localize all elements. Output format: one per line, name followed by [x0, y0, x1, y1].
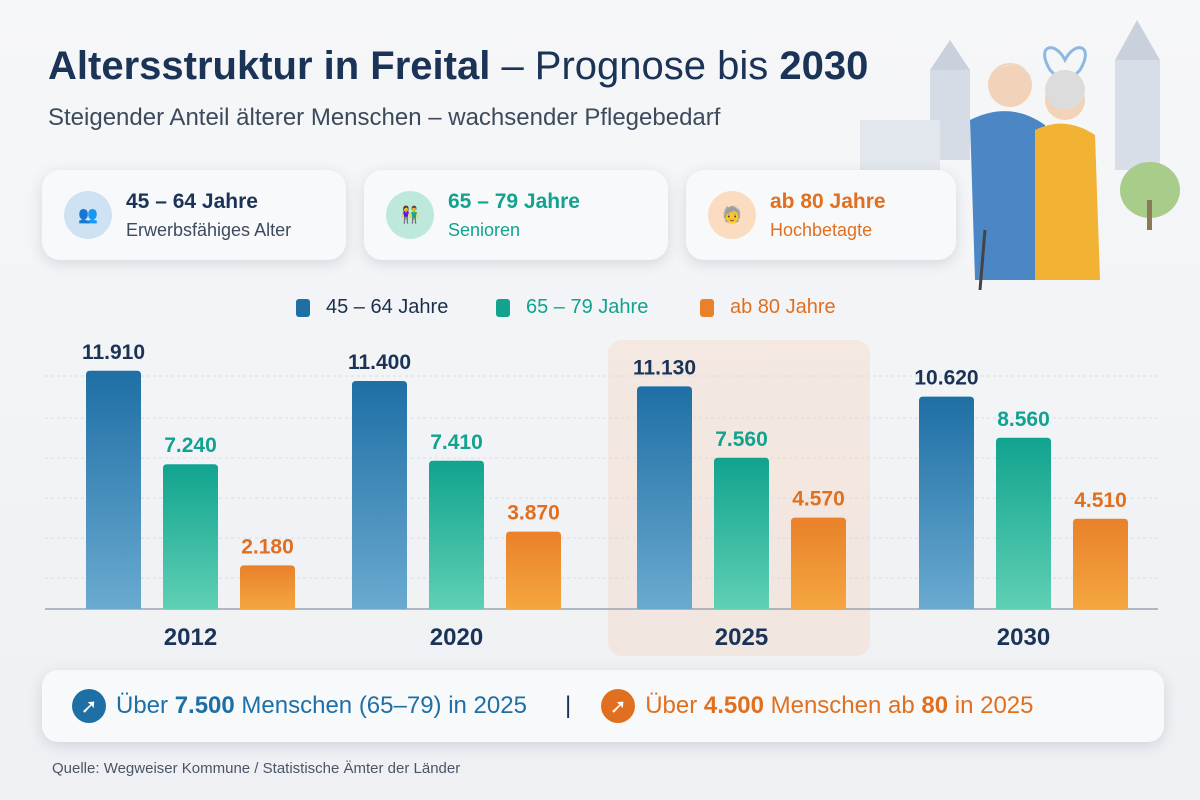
source-note: Quelle: Wegweiser Kommune / Statistische… [52, 760, 461, 777]
page-title: Altersstruktur in Freital – Prognose bis… [48, 44, 868, 89]
data-label: 10.620 [914, 367, 978, 390]
legend-item-45-64: 45 – 64 Jahre [296, 296, 448, 319]
x-tick-label: 2012 [164, 624, 217, 651]
card-45-64: 👥 45 – 64 Jahre Erwerbsfähiges Alter [42, 170, 346, 260]
data-label: 11.130 [633, 356, 696, 379]
separator: | [564, 692, 572, 719]
legend-item-65-79: 65 – 79 Jahre [496, 296, 648, 319]
senior-couple-icon: 👫 [386, 191, 434, 239]
card-ab-80: 🧓 ab 80 Jahre Hochbetagte [686, 170, 956, 260]
bar-2030-1 [996, 437, 1051, 609]
bar-2020-1 [429, 460, 484, 609]
data-label: 4.510 [1074, 489, 1127, 512]
card-65-79: 👫 65 – 79 Jahre Senioren [364, 170, 668, 260]
title-main: Altersstruktur in Freital [48, 44, 491, 88]
data-label: 7.560 [715, 428, 768, 451]
card-subtitle: Hochbetagte [770, 219, 873, 240]
bar-2030-2 [1073, 518, 1128, 609]
data-label: 7.410 [430, 431, 483, 454]
bar-2020-0 [352, 381, 407, 609]
legend-label: 45 – 64 Jahre [326, 296, 449, 318]
trend-up-icon: ➚ [72, 689, 106, 723]
people-icon: 👥 [64, 191, 112, 239]
summary-left: Über 7.500 Menschen (65–79) in 2025 [116, 692, 527, 719]
legend-label: 65 – 79 Jahre [526, 296, 649, 318]
title-year: 2030 [779, 44, 869, 88]
x-tick-label: 2025 [715, 624, 768, 651]
title-dash: – Prognose bis [490, 44, 780, 88]
summary-bar: ➚ Über 7.500 Menschen (65–79) in 2025 | … [42, 670, 1164, 742]
legend-label: ab 80 Jahre [730, 296, 836, 318]
trend-up-icon: ➚ [601, 689, 636, 723]
legend-item-ab-80: ab 80 Jahre [700, 296, 836, 319]
bar-2012-2 [240, 565, 295, 609]
bar-2012-1 [163, 464, 218, 609]
card-title: 65 – 79 Jahre [448, 189, 580, 213]
x-tick-label: 2020 [430, 624, 483, 651]
card-subtitle: Senioren [448, 219, 521, 240]
bar-2025-0 [637, 386, 692, 609]
data-label: 7.240 [164, 434, 217, 457]
data-label: 11.910 [82, 341, 145, 364]
data-label: 11.400 [348, 351, 411, 374]
bar-2020-2 [506, 531, 561, 609]
data-label: 8.560 [997, 408, 1050, 431]
subtitle: Steigender Anteil älterer Menschen – wac… [48, 104, 721, 131]
bar-2025-1 [714, 457, 769, 609]
bar-2012-0 [86, 370, 141, 609]
card-title: ab 80 Jahre [770, 189, 886, 213]
bar-chart: 11.910 7.240 2.180 2012 11.400 7.410 3.870 2020… [45, 341, 1158, 651]
elderly-couple-illustration [860, 20, 1180, 290]
data-label: 2.180 [241, 535, 294, 558]
data-label: 3.870 [507, 502, 560, 525]
summary-right: Über 4.500 Menschen ab 80 in 2025 [645, 692, 1034, 719]
card-subtitle: Erwerbsfähiges Alter [126, 219, 292, 240]
x-tick-label: 2030 [997, 624, 1050, 651]
bar-2030-0 [919, 396, 974, 609]
card-title: 45 – 64 Jahre [126, 189, 258, 213]
data-label: 4.570 [792, 488, 845, 511]
bar-2025-2 [791, 517, 846, 609]
elderly-cane-icon: 🧓 [708, 191, 756, 239]
